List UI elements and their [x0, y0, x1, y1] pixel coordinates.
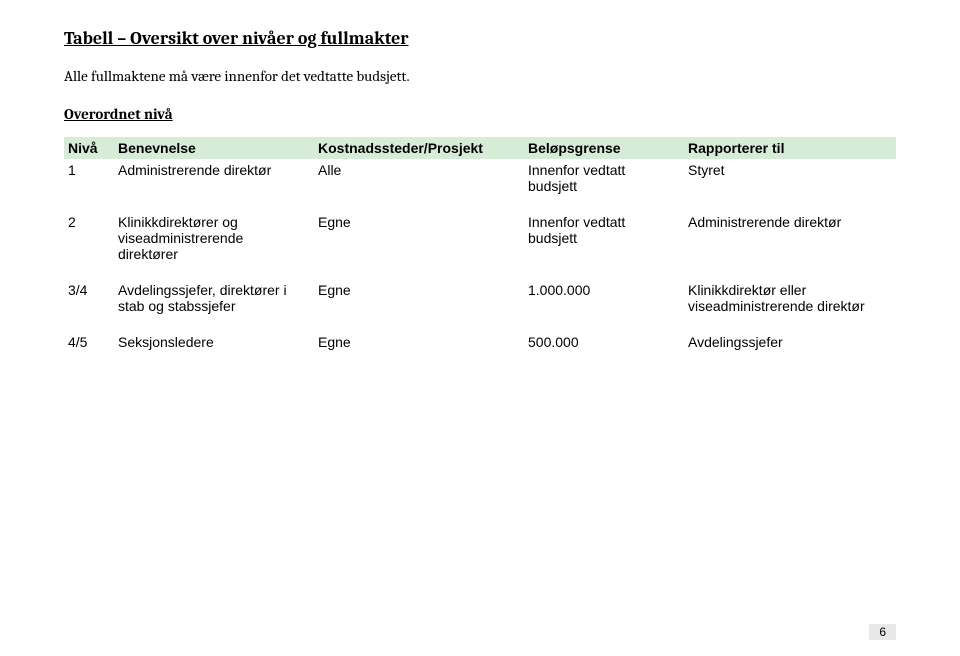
col-header-nivaa: Nivå [64, 137, 114, 159]
cell-rapporterer: Styret [684, 159, 896, 197]
row-spacer [64, 317, 896, 331]
cell-benevnelse: Seksjonsledere [114, 331, 314, 353]
cell-rapporterer: Administrerende direktør [684, 211, 896, 265]
row-spacer [64, 197, 896, 211]
cell-belopsgrense: Innenfor vedtatt budsjett [524, 159, 684, 197]
cell-kostnadssteder: Alle [314, 159, 524, 197]
cell-belopsgrense: Innenfor vedtatt budsjett [524, 211, 684, 265]
page-number: 6 [869, 624, 896, 640]
cell-kostnadssteder: Egne [314, 331, 524, 353]
cell-rapporterer: Klinikkdirektør eller viseadministrerend… [684, 279, 896, 317]
col-header-rapporterer: Rapporterer til [684, 137, 896, 159]
cell-nivaa: 1 [64, 159, 114, 197]
table-row: 4/5 Seksjonsledere Egne 500.000 Avdeling… [64, 331, 896, 353]
page-title: Tabell – Oversikt over nivåer og fullmak… [64, 28, 896, 49]
table-row: 1 Administrerende direktør Alle Innenfor… [64, 159, 896, 197]
cell-kostnadssteder: Egne [314, 211, 524, 265]
cell-rapporterer: Avdelingssjefer [684, 331, 896, 353]
table-header-row: Nivå Benevnelse Kostnadssteder/Prosjekt … [64, 137, 896, 159]
col-header-kostnadssteder: Kostnadssteder/Prosjekt [314, 137, 524, 159]
table-row: 2 Klinikkdirektører og viseadministreren… [64, 211, 896, 265]
table-row: 3/4 Avdelingssjefer, direktører i stab o… [64, 279, 896, 317]
cell-nivaa: 3/4 [64, 279, 114, 317]
cell-nivaa: 2 [64, 211, 114, 265]
cell-benevnelse: Avdelingssjefer, direktører i stab og st… [114, 279, 314, 317]
cell-belopsgrense: 500.000 [524, 331, 684, 353]
col-header-benevnelse: Benevnelse [114, 137, 314, 159]
document-page: Tabell – Oversikt over nivåer og fullmak… [0, 0, 960, 353]
row-spacer [64, 265, 896, 279]
cell-benevnelse: Administrerende direktør [114, 159, 314, 197]
cell-benevnelse: Klinikkdirektører og viseadministrerende… [114, 211, 314, 265]
page-subtitle: Alle fullmaktene må være innenfor det ve… [64, 67, 896, 85]
authority-table: Nivå Benevnelse Kostnadssteder/Prosjekt … [64, 137, 896, 353]
cell-belopsgrense: 1.000.000 [524, 279, 684, 317]
col-header-belopsgrense: Beløpsgrense [524, 137, 684, 159]
cell-nivaa: 4/5 [64, 331, 114, 353]
cell-kostnadssteder: Egne [314, 279, 524, 317]
section-heading: Overordnet nivå [64, 105, 896, 123]
